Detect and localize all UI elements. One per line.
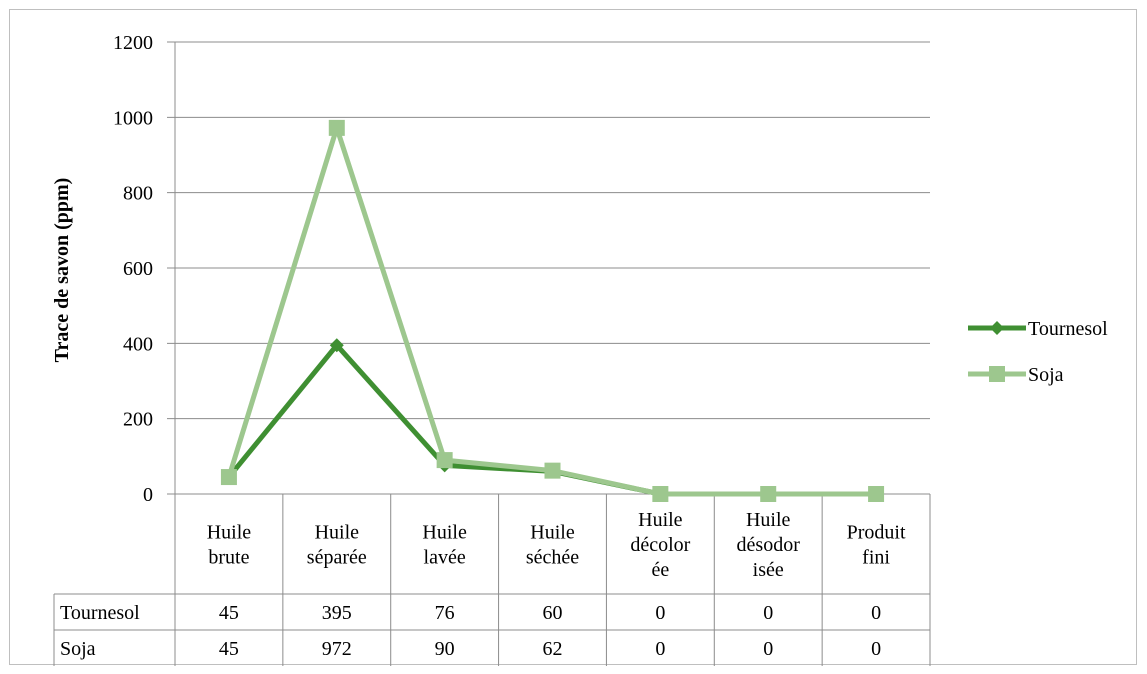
chart-frame: [9, 9, 1137, 665]
x-category-label: Produit fini: [847, 522, 906, 569]
table-cell: 45: [219, 638, 239, 660]
data-point: [760, 486, 777, 502]
y-axis-ticks: 0 200 400 600 800 1000 1200: [113, 32, 153, 506]
legend-label: Soja: [1028, 364, 1064, 386]
data-point: [328, 119, 345, 136]
legend: Tournesol Soja: [968, 318, 1108, 386]
series-line: [226, 125, 877, 497]
data-point: [544, 462, 561, 479]
table-cell: 972: [322, 638, 352, 660]
series-lines: [220, 119, 885, 502]
table-cell: 90: [435, 638, 455, 660]
y-tick-label: 0: [143, 484, 153, 506]
table-cell: 0: [763, 638, 773, 660]
x-category-label: Huile lavée: [422, 522, 467, 569]
y-tick-label: 200: [123, 409, 153, 431]
table-cell: 62: [543, 638, 563, 660]
y-tick-label: 600: [123, 258, 153, 280]
x-category-label: Huile séchée: [526, 522, 579, 569]
series-soja: [220, 119, 885, 502]
table-cell: 60: [543, 602, 563, 624]
y-tick-label: 1200: [113, 32, 153, 54]
y-tick-label: 800: [123, 183, 153, 205]
y-axis-label: Trace de savon (ppm): [51, 178, 73, 363]
data-point: [436, 452, 453, 469]
legend-marker: [989, 366, 1005, 382]
table-cell: 0: [871, 638, 881, 660]
legend-item-soja: Soja: [968, 364, 1064, 386]
x-category-label: Huile séparée: [307, 522, 367, 569]
x-category-label: Huile désodor isée: [737, 509, 801, 581]
table-row-header: Tournesol: [60, 602, 140, 624]
data-table: Huile brute Huile séparée Huile lavée Huile séc…: [53, 494, 931, 666]
table-cell: 0: [763, 602, 773, 624]
y-tick-label: 1000: [113, 107, 153, 129]
table-cell: 45: [219, 602, 239, 624]
table-row-header: Soja: [60, 638, 96, 660]
table-cell: 0: [871, 602, 881, 624]
legend-label: Tournesol: [1028, 318, 1108, 340]
data-point: [868, 486, 885, 502]
data-point: [652, 486, 669, 502]
x-category-label: Huile brute: [207, 522, 252, 569]
legend-item-tournesol: Tournesol: [968, 318, 1108, 340]
legend-marker: [990, 321, 1004, 335]
table-cell: 0: [655, 638, 665, 660]
gridlines: [167, 41, 930, 495]
x-category-label: Huile décolor ée: [630, 509, 690, 581]
table-cell: 395: [322, 602, 352, 624]
table-cell: 0: [655, 602, 665, 624]
data-point: [220, 469, 237, 486]
y-tick-label: 400: [123, 333, 153, 355]
table-cell: 76: [435, 602, 455, 624]
data-point: [329, 338, 344, 353]
